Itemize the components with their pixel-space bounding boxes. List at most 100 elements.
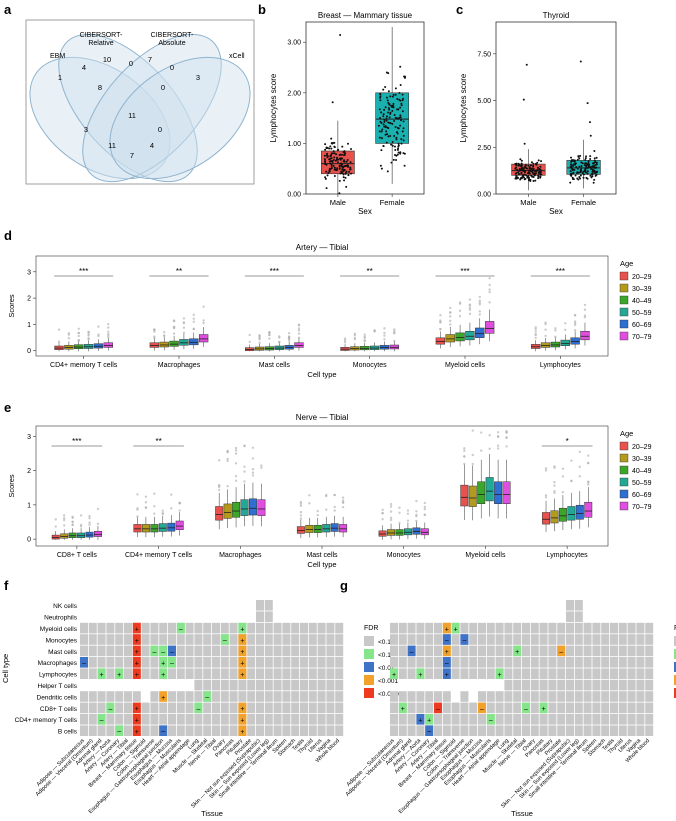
data-point [403, 76, 406, 79]
heatmap-cell [522, 679, 530, 691]
data-point [532, 162, 535, 165]
data-point [579, 174, 582, 177]
box-age-group [550, 510, 559, 524]
data-point [330, 154, 333, 157]
venn-count: 0 [161, 83, 165, 92]
heatmap-cell [398, 714, 407, 725]
data-point [540, 160, 543, 163]
heatmap-cell [88, 668, 97, 679]
data-point [531, 168, 534, 171]
legend-swatch [364, 675, 374, 685]
data-point [589, 157, 592, 160]
heatmap-cell [300, 679, 308, 691]
data-point [520, 172, 523, 175]
legend-label: 60–69 [632, 492, 652, 499]
heatmap-cell [115, 634, 124, 645]
box-age-group [542, 512, 551, 525]
y-tick-label: 7.50 [477, 51, 491, 58]
outlier-point [248, 340, 251, 344]
heatmap-cell [317, 725, 326, 736]
data-point [594, 161, 597, 164]
legend-label: 70–79 [632, 504, 652, 511]
data-point [325, 146, 328, 149]
data-point [515, 177, 518, 180]
outlier-point [525, 63, 528, 66]
outlier-point [589, 134, 592, 137]
outlier-point [588, 121, 591, 124]
data-point [534, 179, 537, 182]
heatmap-cell [220, 668, 229, 679]
heatmap-cell [548, 668, 557, 679]
data-point [340, 153, 343, 156]
outlier-point [77, 338, 80, 342]
heatmap-cell [601, 634, 610, 645]
outlier-point [243, 465, 246, 468]
cell-sign: + [418, 672, 422, 679]
data-point [397, 144, 400, 147]
data-point [326, 156, 329, 159]
outlier-point [389, 503, 393, 506]
outlier-point [463, 449, 466, 453]
heatmap-cell [326, 668, 335, 679]
heatmap-cell [335, 725, 344, 736]
heatmap-cell [574, 600, 583, 611]
heatmap-cell [88, 702, 97, 714]
heatmap-cell [150, 668, 159, 679]
heatmap-cell [486, 668, 495, 679]
heatmap-cell [469, 634, 478, 645]
outlier-point [343, 337, 347, 340]
heatmap-cell [425, 691, 434, 702]
outlier-point [341, 496, 345, 499]
heatmap-cell [264, 691, 273, 702]
heatmap-cell [212, 725, 220, 736]
data-point [341, 172, 344, 175]
outlier-point [153, 512, 156, 515]
outlier-point [268, 337, 271, 340]
heatmap-cell [335, 645, 344, 657]
cell-sign: + [135, 649, 139, 656]
data-point [570, 156, 573, 159]
data-point [328, 160, 331, 163]
outlier-point [505, 431, 508, 434]
box-age-group [158, 523, 167, 532]
heatmap-cell [194, 668, 203, 679]
heatmap-cell [618, 714, 627, 725]
heatmap-cell [548, 714, 557, 725]
heatmap-cell [539, 714, 548, 725]
heatmap-cell [504, 725, 513, 736]
heatmap-cell [141, 657, 150, 668]
data-point [383, 119, 386, 122]
x-axis-label: Tissue [511, 809, 533, 818]
outlier-point [449, 319, 452, 323]
box-age-group [257, 499, 266, 516]
data-point [595, 173, 598, 176]
data-point [343, 168, 346, 171]
plot-title: Nerve — Tibial [296, 413, 349, 422]
panel-b-breast-boxplot: Breast — Mammary tissue 0.00 1.00 2.00 3.00 L… [269, 11, 425, 216]
outlier-point [299, 510, 303, 514]
data-point [523, 166, 526, 169]
outlier-point [260, 466, 263, 469]
significance-label: ** [367, 267, 373, 276]
heatmap-cell-significant [407, 645, 416, 657]
heatmap-cell [539, 668, 548, 679]
y-tick-label: 2 [27, 468, 31, 475]
data-point [333, 175, 336, 178]
outlier-point [107, 336, 110, 339]
outlier-point [234, 449, 238, 452]
data-point [397, 127, 400, 130]
y-tick-label: 2.50 [477, 145, 491, 152]
outlier-point [278, 340, 281, 344]
significance-label: *** [460, 267, 469, 276]
outlier-point [423, 507, 427, 511]
data-point [333, 146, 336, 149]
legend-swatch [619, 271, 629, 281]
heatmap-cell-significant [97, 668, 106, 679]
data-point [387, 107, 390, 110]
heatmap-cell [282, 702, 291, 714]
cell-sign: + [240, 672, 244, 679]
data-point [571, 177, 574, 180]
outlier-point [544, 322, 547, 326]
heatmap-cell [194, 725, 203, 736]
